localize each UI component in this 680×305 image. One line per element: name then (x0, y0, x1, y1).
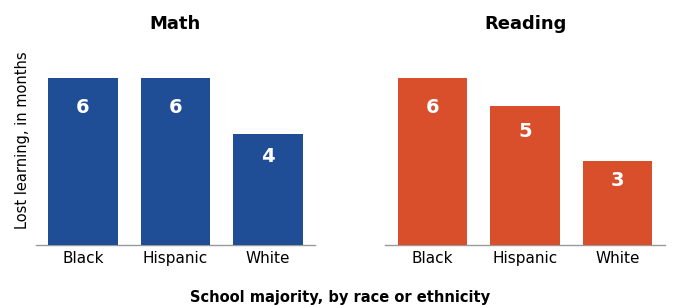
Text: 6: 6 (426, 98, 439, 117)
Text: 6: 6 (76, 98, 90, 117)
Text: 6: 6 (169, 98, 182, 117)
Text: 3: 3 (611, 171, 624, 190)
Text: School majority, by race or ethnicity: School majority, by race or ethnicity (190, 290, 490, 305)
Bar (48, 78, 118, 245)
Text: 5: 5 (518, 122, 532, 142)
Y-axis label: Lost learning, in months: Lost learning, in months (15, 52, 30, 229)
Bar (233, 134, 303, 245)
Bar (490, 106, 560, 245)
Title: Reading: Reading (484, 15, 566, 33)
Bar (583, 161, 652, 245)
Bar (398, 78, 467, 245)
Bar (141, 78, 210, 245)
Text: 4: 4 (261, 147, 275, 166)
Title: Math: Math (150, 15, 201, 33)
